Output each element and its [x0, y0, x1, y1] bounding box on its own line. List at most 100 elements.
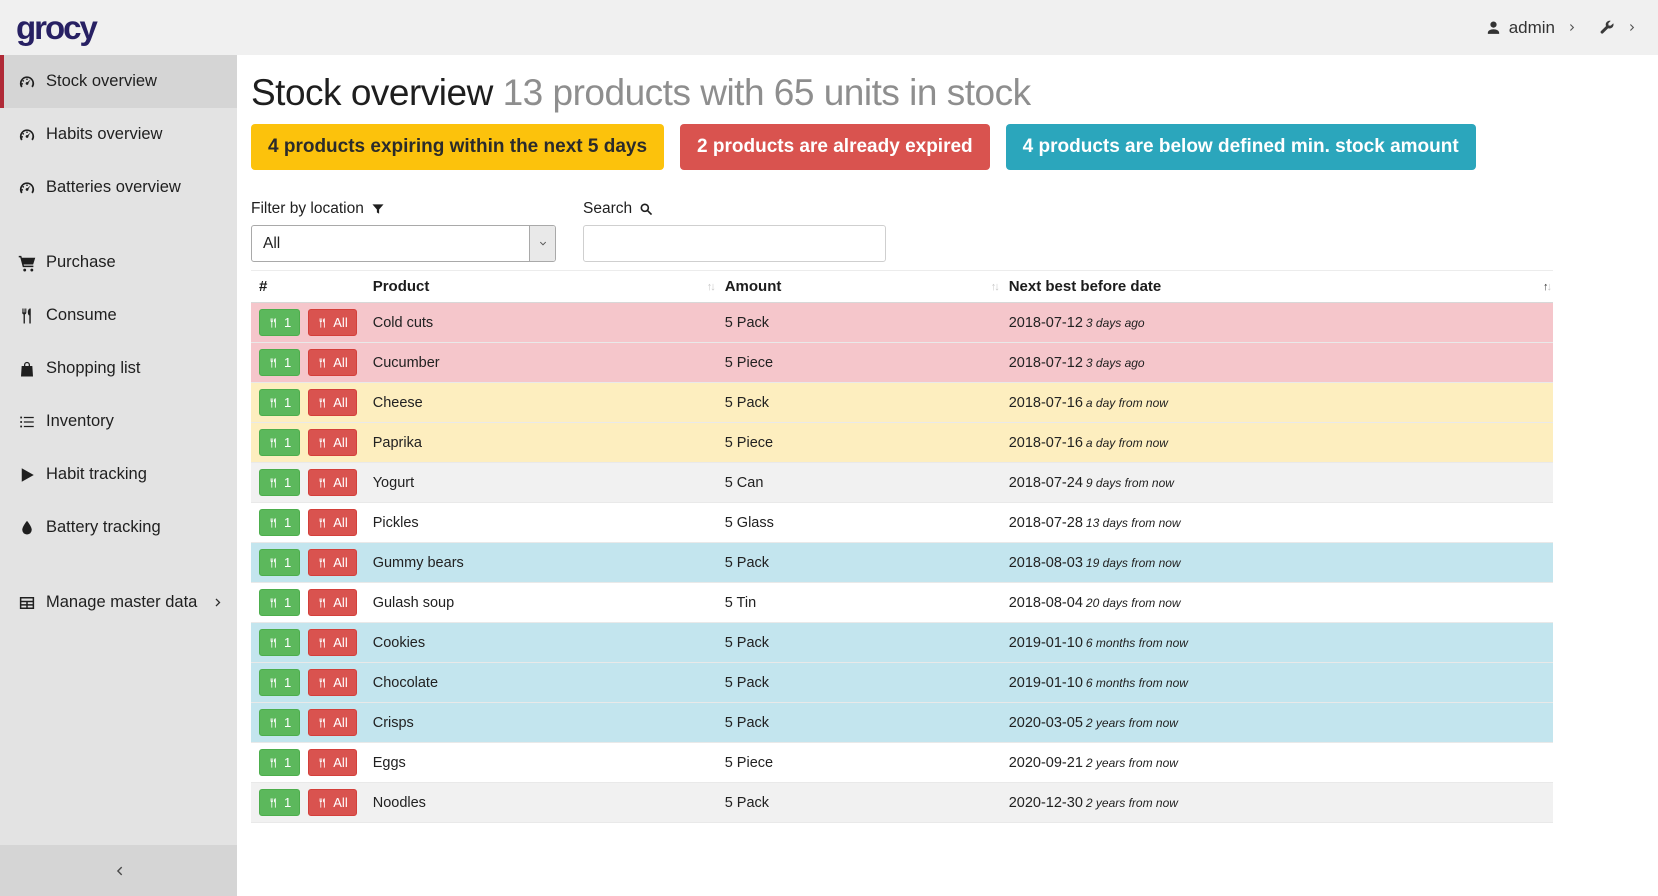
- consume-one-button[interactable]: 1: [259, 549, 301, 576]
- best-before-date: 2018-07-28 13 days from now: [1000, 502, 1553, 543]
- sidebar-item-batteries-overview[interactable]: Batteries overview: [0, 161, 237, 214]
- sort-icon[interactable]: ↑↓: [706, 280, 716, 293]
- amount: 5 Tin: [716, 582, 1001, 623]
- row-actions: 1 All: [251, 742, 365, 783]
- consume-one-button[interactable]: 1: [259, 669, 301, 696]
- column-header[interactable]: Next best before date ↑↓: [1000, 270, 1553, 303]
- utensils-icon: [268, 677, 279, 689]
- status-badges: 4 products expiring within the next 5 da…: [251, 124, 1553, 170]
- sidebar-item-inventory[interactable]: Inventory: [0, 395, 237, 448]
- stock-row: 1 All Chocolate 5 Pack 2019-01-10 6 month…: [251, 662, 1553, 703]
- search-input[interactable]: [583, 225, 886, 262]
- bag-icon: [18, 360, 36, 378]
- consume-all-button[interactable]: All: [308, 469, 357, 496]
- row-actions: 1 All: [251, 662, 365, 703]
- consume-one-button[interactable]: 1: [259, 749, 301, 776]
- column-header[interactable]: #: [251, 270, 365, 303]
- consume-all-button[interactable]: All: [308, 669, 357, 696]
- consume-one-button[interactable]: 1: [259, 349, 301, 376]
- consume-all-button[interactable]: All: [308, 629, 357, 656]
- consume-all-button[interactable]: All: [308, 389, 357, 416]
- consume-all-button[interactable]: All: [308, 509, 357, 536]
- amount: 5 Pack: [716, 302, 1001, 343]
- consume-one-button[interactable]: 1: [259, 589, 301, 616]
- best-before-date: 2020-12-30 2 years from now: [1000, 782, 1553, 823]
- status-badge[interactable]: 2 products are already expired: [680, 124, 990, 170]
- stock-row: 1 All Paprika 5 Piece 2018-07-16 a day fr…: [251, 422, 1553, 463]
- droplet-icon: [18, 519, 36, 537]
- best-before-date: 2018-07-12 3 days ago: [1000, 302, 1553, 343]
- stock-table-body: 1 All Cold cuts 5 Pack 2018-07-12 3 days …: [251, 302, 1553, 823]
- consume-one-button[interactable]: 1: [259, 789, 301, 816]
- location-filter-group: Filter by location All: [251, 200, 556, 262]
- page-title: Stock overview 13 products with 65 units…: [251, 72, 1553, 114]
- stock-row: 1 All Crisps 5 Pack 2020-03-05 2 years fr…: [251, 702, 1553, 743]
- stock-row: 1 All Gulash soup 5 Tin 2018-08-04 20 day…: [251, 582, 1553, 623]
- filter-row: Filter by location All Search: [251, 200, 1553, 262]
- timeago-text: 3 days ago: [1085, 315, 1145, 330]
- utensils-icon: [317, 517, 328, 529]
- consume-one-button[interactable]: 1: [259, 509, 301, 536]
- utensils-icon: [317, 317, 328, 329]
- consume-all-button[interactable]: All: [308, 709, 357, 736]
- utensils-icon: [268, 397, 279, 409]
- main-content: Stock overview 13 products with 65 units…: [237, 55, 1658, 896]
- consume-all-button[interactable]: All: [308, 789, 357, 816]
- status-badge[interactable]: 4 products expiring within the next 5 da…: [251, 124, 665, 170]
- consume-one-button[interactable]: 1: [259, 629, 301, 656]
- amount: 5 Pack: [716, 782, 1001, 823]
- consume-one-button[interactable]: 1: [259, 309, 301, 336]
- best-before-date: 2018-07-16 a day from now: [1000, 422, 1553, 463]
- consume-all-button[interactable]: All: [308, 589, 357, 616]
- stock-row: 1 All Gummy bears 5 Pack 2018-08-03 19 da…: [251, 542, 1553, 583]
- amount: 5 Pack: [716, 622, 1001, 663]
- grocy-logo[interactable]: grocy: [16, 8, 98, 46]
- user-menu-chevron-right-icon[interactable]: [1567, 22, 1578, 33]
- utensils-icon: [268, 317, 279, 329]
- best-before-date: 2018-08-04 20 days from now: [1000, 582, 1553, 623]
- utensils-icon: [268, 357, 279, 369]
- sidebar-item-purchase[interactable]: Purchase: [0, 236, 237, 289]
- consume-one-button[interactable]: 1: [259, 429, 301, 456]
- stock-row: 1 All Cheese 5 Pack 2018-07-16 a day from…: [251, 382, 1553, 423]
- status-badge[interactable]: 4 products are below defined min. stock …: [1005, 124, 1476, 170]
- product-name: Paprika: [364, 422, 717, 463]
- sidebar-collapse-button[interactable]: [0, 845, 237, 896]
- column-header[interactable]: Product ↑↓: [364, 270, 717, 303]
- product-name: Pickles: [364, 502, 717, 543]
- search-group: Search: [583, 200, 886, 262]
- consume-all-button[interactable]: All: [308, 549, 357, 576]
- user-menu[interactable]: admin: [1485, 18, 1555, 38]
- utensils-icon: [317, 557, 328, 569]
- consume-one-button[interactable]: 1: [259, 469, 301, 496]
- location-select[interactable]: All: [251, 225, 556, 262]
- consume-all-button[interactable]: All: [308, 429, 357, 456]
- page-title-text: Stock overview: [251, 72, 493, 113]
- sidebar-item-habits-overview[interactable]: Habits overview: [0, 108, 237, 161]
- utensils-icon: [268, 757, 279, 769]
- utensils-icon: [268, 797, 279, 809]
- filter-icon: [371, 202, 385, 216]
- consume-all-button[interactable]: All: [308, 349, 357, 376]
- best-before-date: 2018-07-16 a day from now: [1000, 382, 1553, 423]
- settings-wrench-icon[interactable]: [1598, 19, 1615, 36]
- sidebar-item-habit-tracking[interactable]: Habit tracking: [0, 448, 237, 501]
- select-dropdown-button[interactable]: [529, 226, 555, 261]
- row-actions: 1 All: [251, 462, 365, 503]
- column-header[interactable]: Amount ↑↓: [716, 270, 1001, 303]
- sidebar-item-battery-tracking[interactable]: Battery tracking: [0, 501, 237, 554]
- consume-all-button[interactable]: All: [308, 309, 357, 336]
- consume-one-button[interactable]: 1: [259, 389, 301, 416]
- consume-one-button[interactable]: 1: [259, 709, 301, 736]
- utensils-icon: [268, 717, 279, 729]
- sort-icon[interactable]: ↑↓: [1543, 280, 1552, 293]
- settings-chevron-right-icon[interactable]: [1627, 22, 1638, 33]
- sidebar-item-consume[interactable]: Consume: [0, 289, 237, 342]
- sidebar-item-shopping-list[interactable]: Shopping list: [0, 342, 237, 395]
- sort-icon[interactable]: ↑↓: [990, 280, 1000, 293]
- sidebar-item-manage-master-data[interactable]: Manage master data: [0, 576, 237, 629]
- consume-all-button[interactable]: All: [308, 749, 357, 776]
- stock-row: 1 All Cookies 5 Pack 2019-01-10 6 months …: [251, 622, 1553, 663]
- utensils-icon: [268, 637, 279, 649]
- sidebar-item-stock-overview[interactable]: Stock overview: [0, 55, 237, 108]
